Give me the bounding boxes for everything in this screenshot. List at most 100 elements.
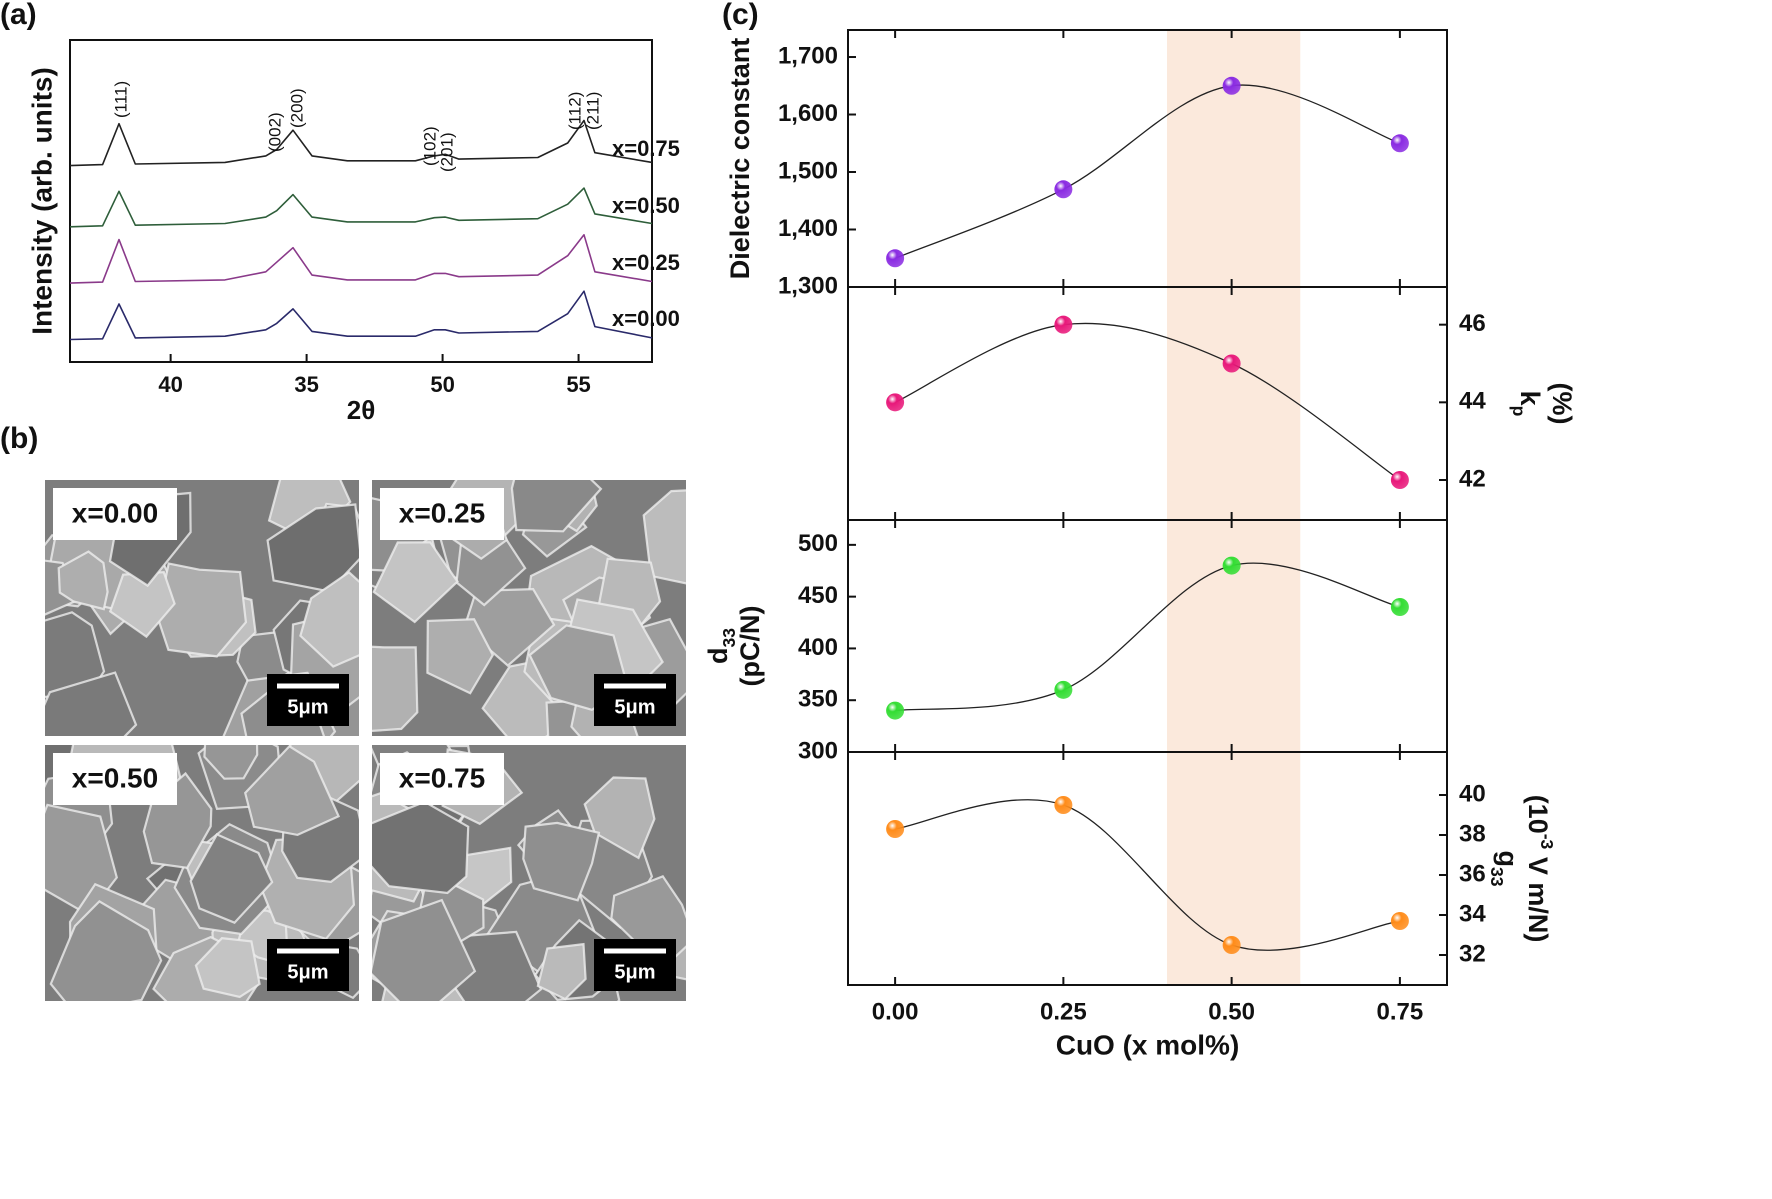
y-tick-label: 34 [1459,900,1486,927]
data-point [1054,796,1073,814]
x-tick-label: 0.25 [1040,998,1087,1025]
peak-label: (200) [287,88,306,128]
y-tick-label: 32 [1459,940,1486,967]
peak-label: (002) [265,112,284,152]
label-part: (10 [1523,795,1553,834]
label-part: (%) [1547,383,1577,425]
scale-label: 5μm [287,696,328,718]
curve-label: x=0.25 [612,250,680,275]
data-point [1222,936,1241,954]
y-tick-label: 400 [798,634,838,661]
y-tick-label: 500 [798,530,838,557]
label-part: d [703,648,733,665]
y-tick-label: 350 [798,686,838,713]
y-axis-label: d33 [703,628,739,664]
curve-label: x=0.00 [612,306,680,331]
grain [426,618,495,695]
y-axis-label: kp [1509,391,1545,417]
label-part: k [1515,391,1545,407]
label-part: -3 [1537,834,1557,850]
data-point [1390,598,1409,616]
x-tick-label: 40 [158,372,182,397]
scale-box [594,939,676,991]
y-axis-label: (10-3 V m/N) [1523,795,1557,943]
label-box [53,753,177,805]
data-point [1222,76,1241,95]
fit-curve [895,562,1401,712]
x-axis-label: 2θ [347,395,376,425]
label-box [380,488,504,540]
y-tick-label: 1,700 [778,42,838,69]
x-tick-label: 0.00 [872,998,919,1025]
label-part: (pC/N) [735,606,765,687]
image-label: x=0.25 [399,497,485,528]
label-box [53,488,177,540]
plot-frame [847,519,1448,753]
x-tick-label: 0.50 [1208,998,1255,1025]
grain [642,489,686,585]
plot-frame [847,29,1448,288]
panel-label: (c) [722,0,759,31]
peak-label: (102) [420,126,439,166]
x-axis-label: CuO (x mol%) [1056,1029,1240,1060]
grain [243,745,341,837]
image-label: x=0.00 [72,497,158,528]
y-tick-label: 44 [1459,388,1486,415]
y-axis-label: g33 [1487,850,1523,886]
scale-box [594,674,676,726]
scale-box [267,939,349,991]
label-box [380,753,504,805]
panel-label: (b) [0,422,38,455]
sem-image: x=0.00 5μm [45,480,359,736]
y-axis-label: (pC/N) [735,606,765,687]
plot-frame [847,751,1448,986]
grain [372,800,470,895]
panel-label: (a) [0,0,37,31]
y-tick-label: 36 [1459,860,1486,887]
x-tick-label: 50 [430,372,454,397]
x-tick-label: 35 [294,372,318,397]
scale-label: 5μm [614,696,655,718]
label-part: V m/N) [1523,849,1553,942]
image-label: x=0.50 [72,762,158,793]
label-part: 33 [719,628,739,648]
grain [299,570,359,668]
x-tick-label: 0.75 [1377,998,1424,1025]
xrd-curve [69,290,653,341]
y-tick-label: 1,500 [778,157,838,184]
y-tick-label: 450 [798,582,838,609]
y-tick-label: 38 [1459,820,1486,847]
scale-label: 5μm [287,961,328,983]
grain [522,821,601,902]
grain [108,570,176,639]
shaded-range [1167,30,1301,287]
curve-label: x=0.75 [612,136,680,161]
label-part: 33 [1487,867,1507,887]
y-tick-label: 40 [1459,780,1486,807]
xrd-curve [69,119,653,167]
x-tick-label: 55 [566,372,590,397]
grain [510,480,603,533]
fit-curve [894,84,1401,259]
shaded-range [1167,520,1301,752]
data-point [1390,471,1409,490]
grain [57,550,109,611]
y-axis-label: Dielectric constant [725,38,755,280]
peak-label: (211) [583,92,602,130]
grain [203,745,259,780]
grain [372,898,477,1001]
sem-image: x=0.25 5μm [372,480,686,736]
label-part: Dielectric constant [725,38,755,280]
image-label: x=0.75 [399,762,485,793]
scale-box [267,674,349,726]
data-point [1390,134,1409,153]
grain [372,541,459,624]
grain [194,937,261,999]
y-tick-label: 1,300 [778,272,838,299]
data-point [886,701,905,720]
shaded-range [1167,287,1301,520]
y-tick-label: 42 [1459,465,1486,492]
peak-label: (111) [111,81,130,118]
